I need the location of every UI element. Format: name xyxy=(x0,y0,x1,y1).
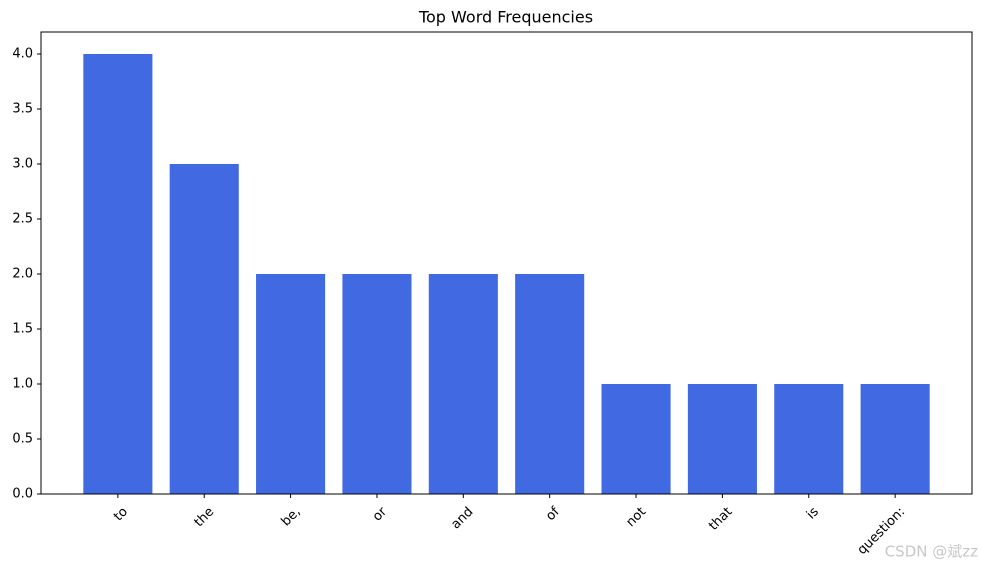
y-tick-label: 3.0 xyxy=(12,157,33,172)
y-tick-label: 2.5 xyxy=(12,212,33,227)
x-tick-label: to xyxy=(111,504,131,524)
chart-title: Top Word Frequencies xyxy=(418,8,593,27)
bar xyxy=(515,274,585,494)
x-tick-label: and xyxy=(448,504,476,532)
bar xyxy=(774,384,844,494)
y-tick-label: 2.0 xyxy=(12,267,33,282)
watermark: CSDN @斌zz xyxy=(885,543,978,561)
y-tick-label: 0.0 xyxy=(12,487,33,502)
x-tick-label: is xyxy=(804,504,822,522)
y-tick-label: 0.5 xyxy=(12,432,33,447)
bar xyxy=(169,164,239,494)
y-tick-label: 4.0 xyxy=(12,47,33,62)
bar xyxy=(342,274,412,494)
bar xyxy=(428,274,498,494)
plot-frame xyxy=(40,31,973,495)
y-tick-label: 1.0 xyxy=(12,377,33,392)
y-tick-label: 3.5 xyxy=(12,102,33,117)
bar xyxy=(83,54,153,494)
x-tick-label: the xyxy=(192,504,218,530)
x-tick-label: be, xyxy=(279,504,304,529)
x-tick-label: not xyxy=(623,504,649,530)
bar xyxy=(860,384,930,494)
y-tick-label: 1.5 xyxy=(12,322,33,337)
x-tick-label: that xyxy=(706,504,735,533)
bar xyxy=(601,384,671,494)
bar xyxy=(687,384,757,494)
bar xyxy=(256,274,326,494)
x-tick-label: of xyxy=(543,504,563,524)
x-tick-label: or xyxy=(370,504,390,524)
